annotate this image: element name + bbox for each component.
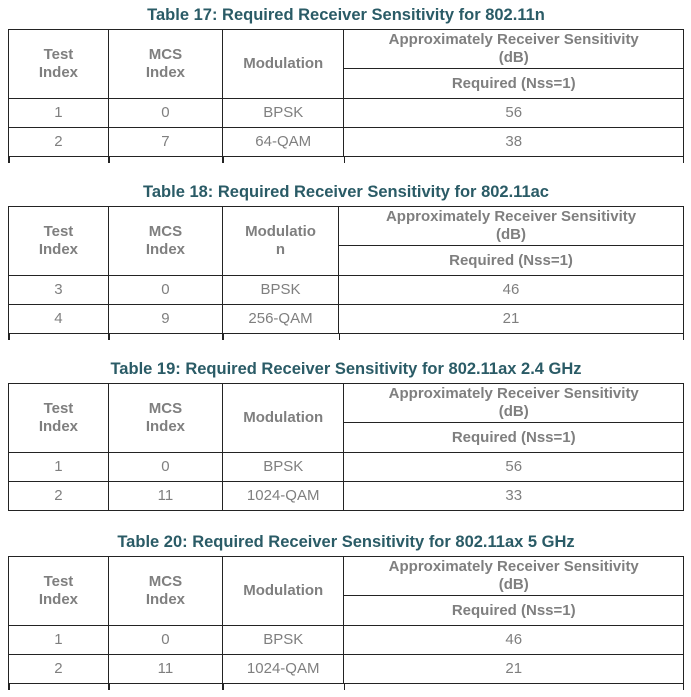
cell-sensitivity: 56 xyxy=(343,452,684,482)
partial-row-border-line xyxy=(108,684,110,690)
table-row: 4 9 256-QAM 21 xyxy=(8,304,684,334)
partial-row-border-line xyxy=(682,157,684,163)
cell-sensitivity: 46 xyxy=(343,625,684,655)
cell-modulation: BPSK xyxy=(221,452,345,482)
table-title: Table 20: Required Receiver Sensitivity … xyxy=(117,533,575,551)
cell-modulation: BPSK xyxy=(221,625,345,655)
partial-next-row xyxy=(8,157,684,163)
table-row: 3 0 BPSK 46 xyxy=(8,275,684,305)
cell-mcs-index: 7 xyxy=(107,127,223,157)
cell-sensitivity: 21 xyxy=(343,654,684,684)
table-row: 1 0 BPSK 46 xyxy=(8,625,684,655)
header-row: Test Index MCS Index Modulation Approximate… xyxy=(8,29,684,99)
table-title: Table 17: Required Receiver Sensitivity … xyxy=(147,6,545,24)
table-block: Table 17: Required Receiver Sensitivity … xyxy=(0,6,691,163)
table-row: 1 0 BPSK 56 xyxy=(8,98,684,128)
cell-mcs-index: 11 xyxy=(107,654,223,684)
header-cell-sensitivity-group: Approximately Receiver Sensitivity (dB) xyxy=(343,556,684,596)
cell-test-index: 4 xyxy=(8,304,109,334)
partial-row-border-line xyxy=(682,684,684,690)
cell-sensitivity: 33 xyxy=(343,481,684,511)
cell-modulation: BPSK xyxy=(221,275,340,305)
sensitivity-table: Test Index MCS Index Modulatio n Approximat… xyxy=(8,206,684,334)
cell-mcs-index: 11 xyxy=(107,481,223,511)
table-row: 2 11 1024-QAM 21 xyxy=(8,654,684,684)
table-block: Table 18: Required Receiver Sensitivity … xyxy=(0,183,691,340)
cell-test-index: 3 xyxy=(8,275,109,305)
header-cell-required-nss: Required (Nss=1) xyxy=(343,595,684,626)
cell-sensitivity: 38 xyxy=(343,127,684,157)
partial-row-border-line xyxy=(343,684,346,690)
cell-test-index: 2 xyxy=(8,127,109,157)
cell-mcs-index: 0 xyxy=(107,625,223,655)
cell-modulation: BPSK xyxy=(221,98,345,128)
header-row: Test Index MCS Index Modulatio n Approximat… xyxy=(8,206,684,276)
header-row: Test Index MCS Index Modulation Approximate… xyxy=(8,556,684,626)
header-subrow: Required (Nss=1) xyxy=(9,68,684,99)
cell-test-index: 1 xyxy=(8,452,109,482)
table-title: Table 19: Required Receiver Sensitivity … xyxy=(110,360,582,378)
header-cell-mcs-index: MCS Index xyxy=(107,206,223,276)
table-row: 2 7 64-QAM 38 xyxy=(8,127,684,157)
partial-row-border-line xyxy=(8,157,10,163)
header-cell-test-index: Test Index xyxy=(8,383,109,453)
header-cell-required-nss: Required (Nss=1) xyxy=(343,422,684,453)
cell-sensitivity: 46 xyxy=(338,275,684,305)
table-block: Table 20: Required Receiver Sensitivity … xyxy=(0,533,691,690)
header-subrow: Required (Nss=1) xyxy=(9,422,684,453)
header-cell-mcs-index: MCS Index xyxy=(107,29,223,99)
header-cell-sensitivity-group: Approximately Receiver Sensitivity (dB) xyxy=(343,383,684,423)
cell-test-index: 2 xyxy=(8,481,109,511)
table-title: Table 18: Required Receiver Sensitivity … xyxy=(143,183,549,201)
partial-row-border-line xyxy=(108,334,110,340)
partial-next-row xyxy=(8,684,684,690)
partial-row-border-line xyxy=(108,157,110,163)
header-cell-modulation: Modulatio n xyxy=(221,206,340,276)
partial-row-border-line xyxy=(222,334,224,340)
header-cell-mcs-index: MCS Index xyxy=(107,383,223,453)
partial-row-border-line xyxy=(343,157,346,163)
cell-modulation: 256-QAM xyxy=(221,304,340,334)
cell-mcs-index: 0 xyxy=(107,275,223,305)
cell-test-index: 1 xyxy=(8,625,109,655)
partial-row-border-line xyxy=(8,334,10,340)
header-row: Test Index MCS Index Modulation Approximate… xyxy=(8,383,684,453)
cell-mcs-index: 0 xyxy=(107,98,223,128)
cell-mcs-index: 0 xyxy=(107,452,223,482)
header-subrow: Required (Nss=1) xyxy=(9,245,684,276)
table-block: Table 19: Required Receiver Sensitivity … xyxy=(0,360,691,511)
header-cell-sensitivity-group: Approximately Receiver Sensitivity (dB) xyxy=(343,29,684,69)
partial-next-row xyxy=(8,334,684,340)
header-cell-test-index: Test Index xyxy=(8,206,109,276)
header-cell-test-index: Test Index xyxy=(8,29,109,99)
sensitivity-table: Test Index MCS Index Modulation Approximate… xyxy=(8,29,684,157)
partial-row-border-line xyxy=(8,684,10,690)
partial-row-border-line xyxy=(222,157,224,163)
header-cell-sensitivity-group: Approximately Receiver Sensitivity (dB) xyxy=(338,206,684,246)
header-cell-modulation: Modulation xyxy=(221,556,345,626)
header-subrow: Required (Nss=1) xyxy=(9,595,684,626)
cell-test-index: 1 xyxy=(8,98,109,128)
header-cell-modulation: Modulation xyxy=(221,29,345,99)
header-cell-mcs-index: MCS Index xyxy=(107,556,223,626)
partial-row-border-line xyxy=(682,334,684,340)
table-row: 1 0 BPSK 56 xyxy=(8,452,684,482)
header-cell-test-index: Test Index xyxy=(8,556,109,626)
cell-sensitivity: 21 xyxy=(338,304,684,334)
cell-mcs-index: 9 xyxy=(107,304,223,334)
partial-row-border-line xyxy=(222,684,224,690)
partial-row-border-line xyxy=(338,334,341,340)
cell-modulation: 1024-QAM xyxy=(221,654,345,684)
sensitivity-table: Test Index MCS Index Modulation Approximate… xyxy=(8,383,684,511)
cell-modulation: 1024-QAM xyxy=(221,481,345,511)
table-row: 2 11 1024-QAM 33 xyxy=(8,481,684,511)
sensitivity-table: Test Index MCS Index Modulation Approximate… xyxy=(8,556,684,684)
header-cell-modulation: Modulation xyxy=(221,383,345,453)
header-cell-required-nss: Required (Nss=1) xyxy=(343,68,684,99)
cell-modulation: 64-QAM xyxy=(221,127,345,157)
cell-sensitivity: 56 xyxy=(343,98,684,128)
cell-test-index: 2 xyxy=(8,654,109,684)
header-cell-required-nss: Required (Nss=1) xyxy=(338,245,684,276)
